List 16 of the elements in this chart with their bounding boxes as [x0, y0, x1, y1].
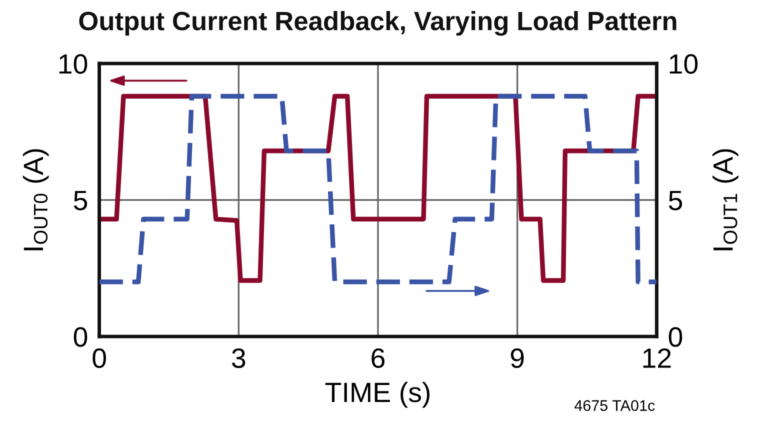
- y-tick-label: 5: [74, 190, 88, 210]
- y-tick-label: 0: [74, 327, 88, 347]
- x-tick-label: 12: [643, 348, 671, 368]
- text: 4675 TA01c: [574, 400, 655, 411]
- x-axis-title: TIME (s): [325, 382, 430, 408]
- x-tick-label: 0: [92, 348, 106, 368]
- x-tick-label: 3: [232, 348, 246, 368]
- x-tick-label: 6: [372, 348, 384, 368]
- y-tick-label: 10: [59, 54, 88, 74]
- x-tick-label: 9: [510, 348, 524, 368]
- y2-tick-label: 0: [668, 327, 682, 347]
- y-axis-title: I$_{OUT0}$ (A): [22, 149, 49, 250]
- y2-tick-label: 5: [668, 190, 682, 210]
- y2-axis-title: I$_{OUT1}$ (A): [712, 149, 738, 250]
- chart-title: Output Current Readback, Varying Load Pattern: [79, 11, 676, 36]
- y2-tick-label: 10: [670, 54, 698, 74]
